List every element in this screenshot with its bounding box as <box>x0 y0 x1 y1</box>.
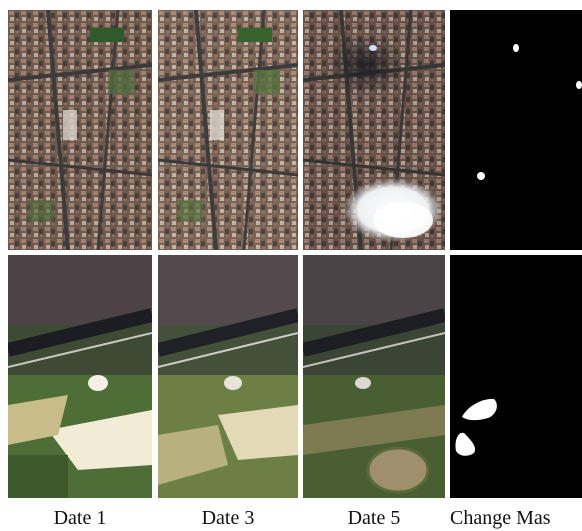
date3-label: Date 3 <box>201 507 255 529</box>
urban-date5-image <box>303 10 445 250</box>
date1-label: Date 1 <box>53 507 107 529</box>
rural-change-mask <box>450 255 582 498</box>
rural-date3-image <box>158 255 298 498</box>
rural-date1-image <box>8 255 152 498</box>
date5-label: Date 5 <box>347 507 401 529</box>
urban-date3-image <box>158 10 298 250</box>
urban-change-mask <box>450 10 582 250</box>
urban-date1-image <box>8 10 152 250</box>
rural-date5-image <box>303 255 445 498</box>
change-mask-label: Change Mas <box>450 507 551 529</box>
